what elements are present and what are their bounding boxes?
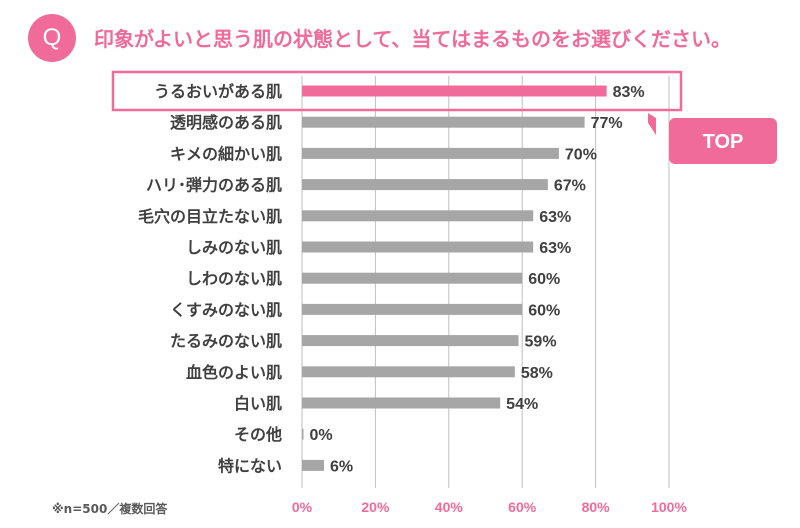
top-callout-label: TOP: [703, 131, 744, 153]
x-tick-label: 40%: [435, 499, 464, 515]
bar: [302, 272, 523, 284]
x-tick-label: 60%: [508, 499, 537, 515]
data-label: 60%: [528, 302, 560, 319]
highlight-frame: [111, 70, 683, 112]
data-label: 63%: [539, 240, 571, 257]
data-label: 0%: [310, 427, 333, 444]
data-label: 60%: [528, 271, 560, 288]
bar: [302, 179, 548, 191]
category-label: しみのない肌: [186, 238, 282, 257]
data-label: 58%: [521, 365, 553, 382]
data-label: 83%: [613, 84, 645, 101]
sample-note: ※n=500／複数回答: [52, 502, 168, 516]
data-label: 59%: [525, 334, 557, 351]
x-tick-label: 80%: [582, 499, 611, 515]
bar: [302, 116, 585, 128]
category-label: 特にない: [218, 456, 282, 475]
top-callout-pointer: [648, 113, 656, 135]
category-label: キメの細かい肌: [170, 144, 282, 163]
x-tick-label: 20%: [361, 499, 390, 515]
x-tick-label: 100%: [651, 499, 687, 515]
category-label: 毛穴の目立たない肌: [138, 207, 282, 226]
bar: [302, 366, 515, 378]
bar: [302, 428, 304, 440]
question-text: 印象がよいと思う肌の状態として、当てはまるものをお選びください。: [94, 27, 731, 51]
question-badge: Q: [28, 14, 76, 62]
data-label: 67%: [554, 178, 586, 195]
bar: [302, 397, 501, 409]
category-label: 血色のよい肌: [186, 363, 282, 382]
top-callout: [669, 118, 777, 164]
bar: [302, 147, 559, 159]
bar: [302, 85, 607, 97]
category-label: しわのない肌: [186, 269, 282, 288]
bar: [302, 459, 325, 471]
bar: [302, 335, 519, 347]
data-label: 63%: [539, 209, 571, 226]
category-label: たるみのない肌: [170, 332, 282, 351]
data-label: 70%: [565, 146, 597, 163]
category-label: 透明感のある肌: [170, 113, 282, 132]
category-label: ハリ･弾力のある肌: [146, 176, 282, 195]
category-label: その他: [234, 425, 282, 444]
category-label: くすみのない肌: [170, 300, 282, 319]
data-label: 6%: [330, 458, 353, 475]
bar: [302, 210, 534, 222]
bar: [302, 303, 523, 315]
bar: [302, 241, 534, 253]
category-label: うるおいがある肌: [154, 82, 282, 101]
x-tick-label: 0%: [292, 499, 313, 515]
category-label: 白い肌: [234, 394, 282, 413]
data-label: 77%: [591, 115, 623, 132]
data-label: 54%: [506, 396, 538, 413]
